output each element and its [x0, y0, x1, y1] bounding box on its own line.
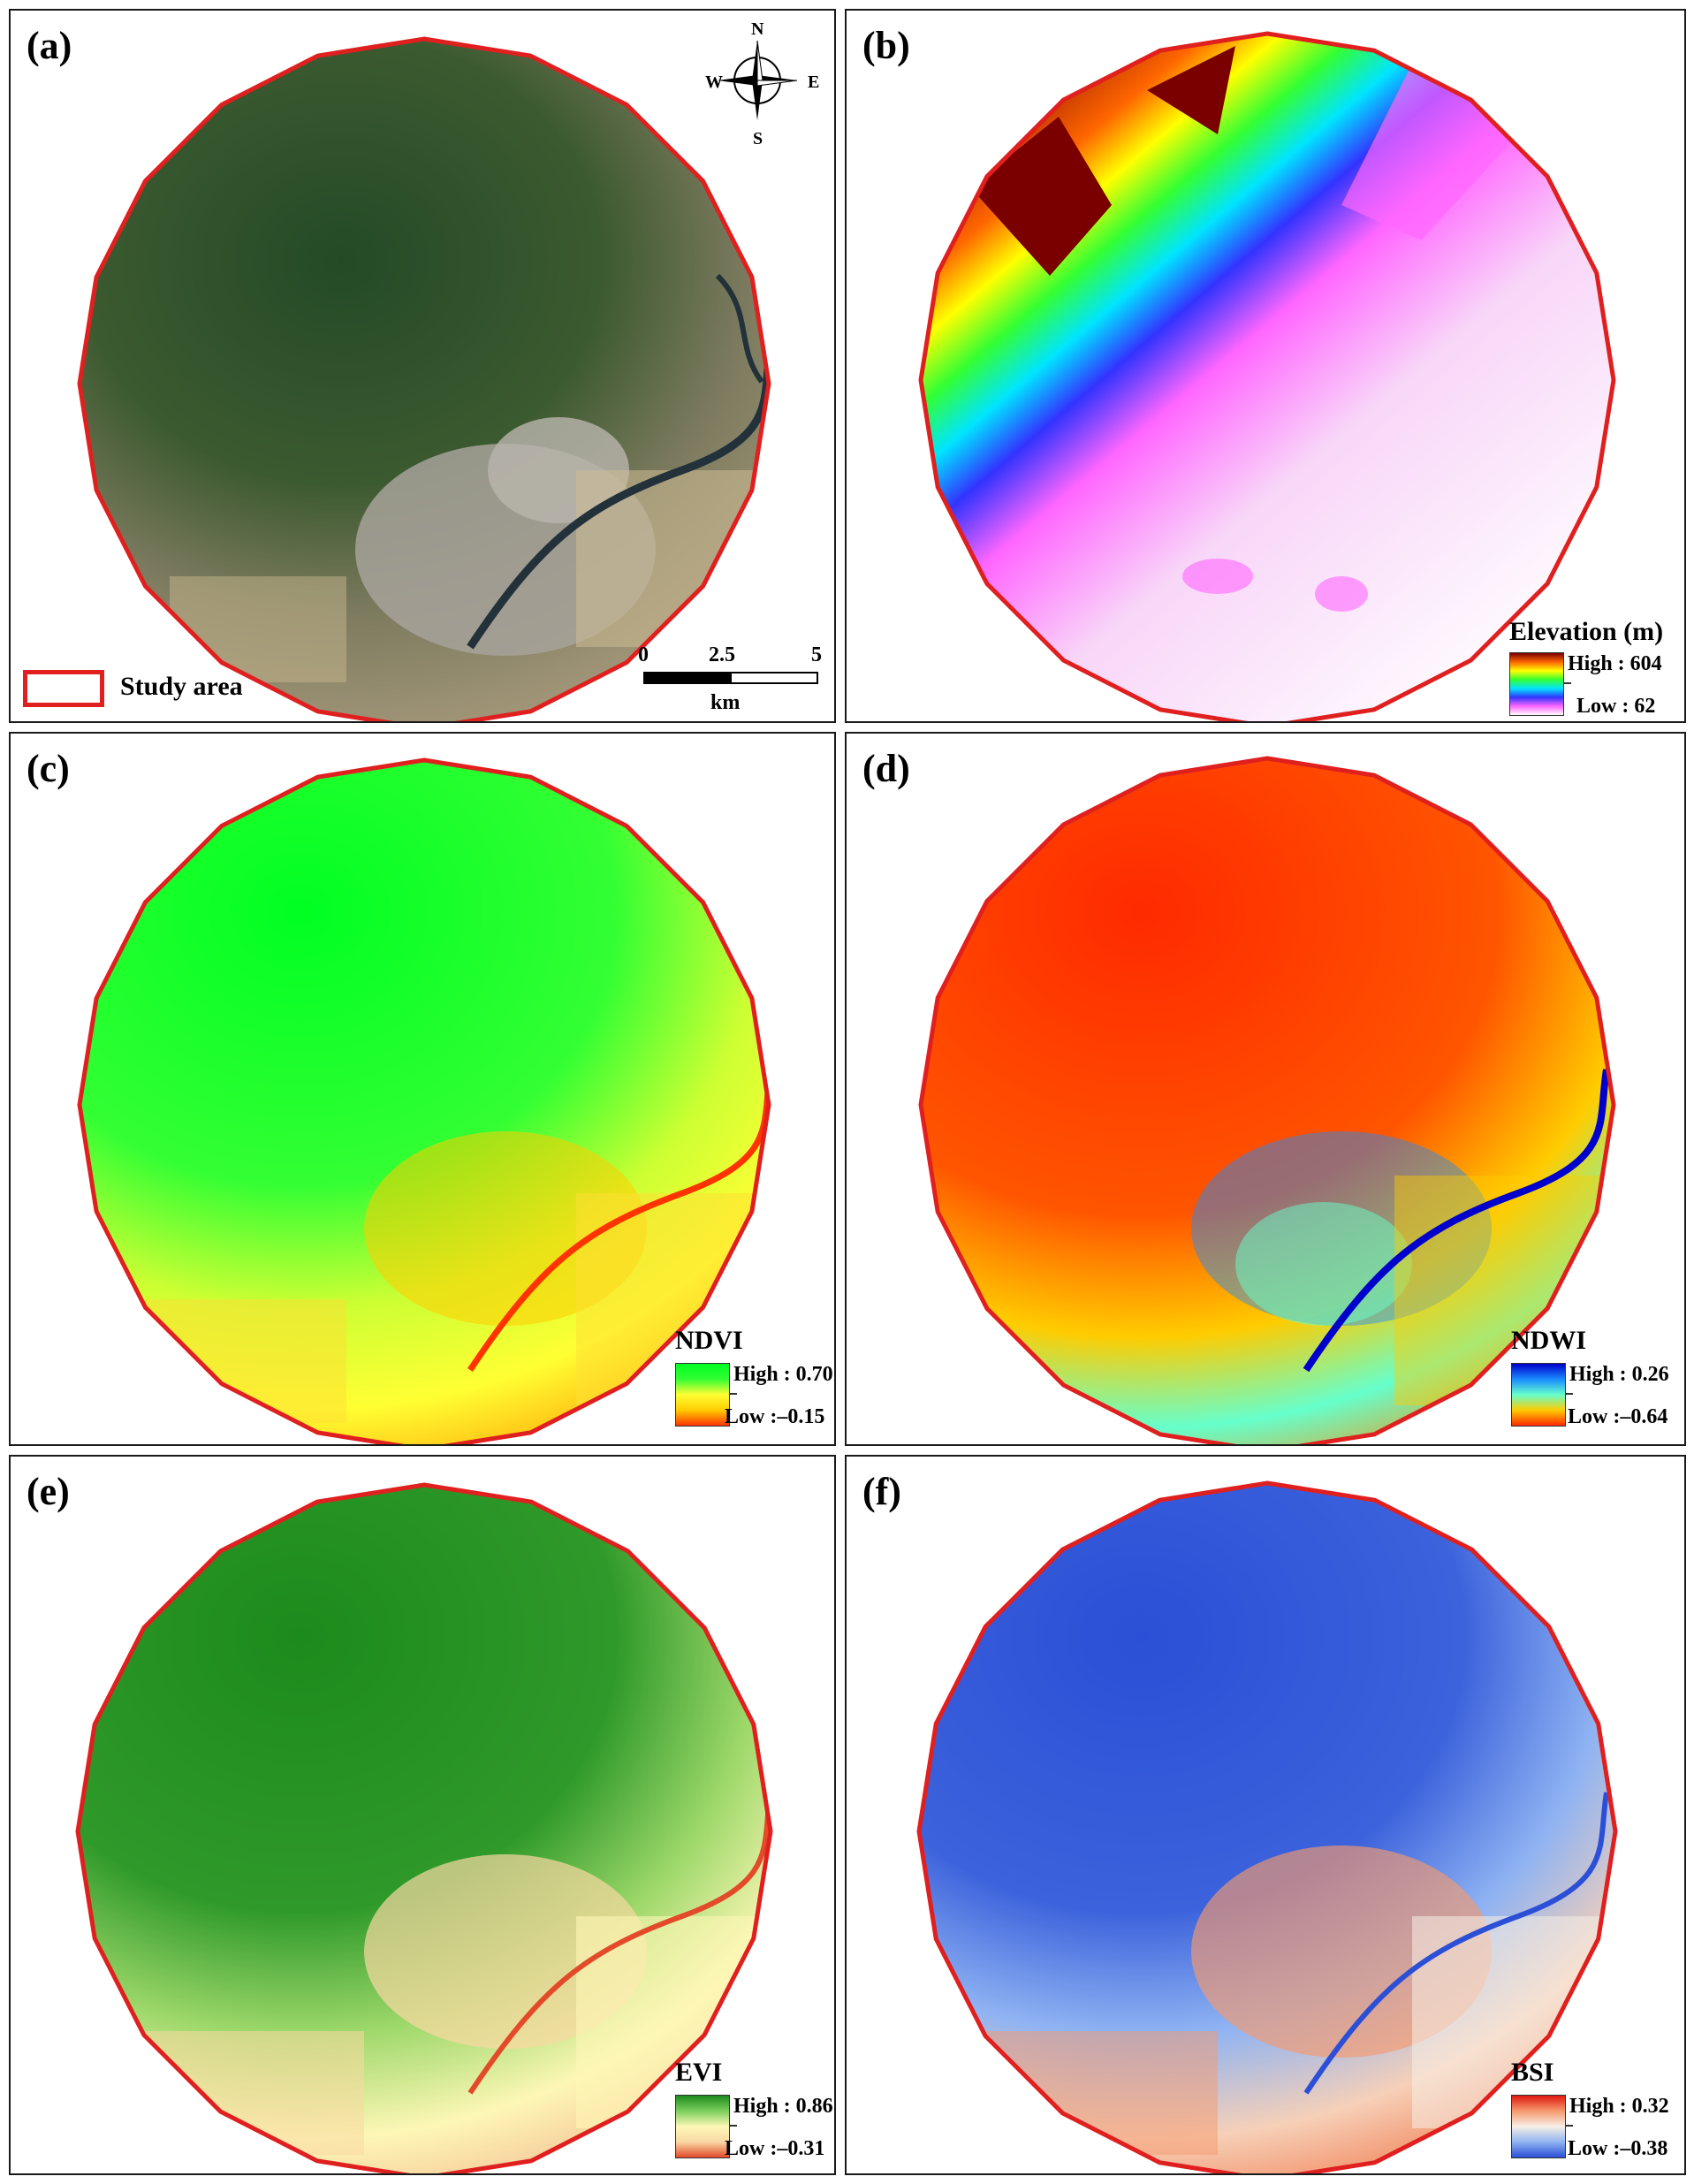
scale-tick-end: 5 — [811, 643, 822, 666]
compass-rose-icon — [718, 40, 798, 120]
legend-c-tick — [730, 1393, 737, 1395]
panel-c-ndvi: (c) NDVI High : 0.70 Low :–0.15 — [9, 732, 836, 1446]
panel-d-ndwi: (d) NDWI High : 0.26 Low :–0.64 — [845, 732, 1686, 1446]
panel-label-e: (e) — [27, 1470, 70, 1513]
panel-label-f: (f) — [862, 1470, 901, 1513]
legend-e-high: High : 0.86 — [733, 2095, 833, 2118]
panel-e-evi: (e) EVI High : 0.86 Low :–0.31 — [9, 1455, 836, 2175]
compass-w-label: W — [705, 72, 723, 92]
scale-tick-mid: 2.5 — [709, 643, 735, 666]
map-d-ndwi — [918, 756, 1616, 1444]
legend-d-ramp — [1511, 1363, 1566, 1427]
legend-b-high: High : 604 — [1568, 652, 1662, 675]
map-e-evi — [75, 1482, 773, 2173]
legend-c-ramp — [675, 1363, 730, 1427]
legend-e-low: Low :–0.31 — [725, 2137, 825, 2160]
legend-e-tick — [730, 2125, 737, 2127]
panel-label-d: (d) — [862, 747, 910, 790]
panel-a-satellite: (a) N S W E S — [9, 9, 836, 723]
legend-d-title: NDWI — [1511, 1326, 1587, 1355]
legend-b-low: Low : 62 — [1576, 695, 1656, 718]
legend-e-title: EVI — [675, 2058, 723, 2087]
legend-e-ramp — [675, 2095, 730, 2158]
panel-label-a: (a) — [27, 24, 72, 67]
legend-b-tick — [1564, 682, 1571, 684]
panel-b-elevation: (b) Elevation (m) — [845, 9, 1686, 723]
study-area-label: Study area — [120, 672, 243, 701]
map-b-elevation — [918, 31, 1616, 721]
study-area-swatch — [23, 670, 104, 707]
scale-bar-white — [730, 672, 818, 684]
compass-e-label: E — [808, 72, 820, 92]
map-f-bsi — [916, 1480, 1618, 2173]
compass-s-label: S — [753, 129, 763, 148]
legend-f-title: BSI — [1511, 2058, 1554, 2087]
panel-f-bsi: (f) BSI High : 0.32 Low :–0.38 — [845, 1455, 1686, 2175]
legend-b-ramp — [1509, 652, 1564, 716]
scale-bar-black — [643, 672, 732, 684]
map-c-ndvi — [77, 757, 771, 1444]
legend-d-tick — [1566, 1393, 1573, 1395]
legend-c-title: NDVI — [675, 1326, 743, 1355]
legend-f-ramp — [1511, 2095, 1566, 2158]
panel-label-c: (c) — [27, 747, 70, 790]
legend-d-low: Low :–0.64 — [1568, 1405, 1668, 1428]
map-a-satellite — [77, 36, 771, 721]
panel-label-b: (b) — [862, 24, 910, 67]
compass-n-label: N — [751, 19, 764, 39]
legend-d-high: High : 0.26 — [1569, 1363, 1669, 1386]
legend-f-tick — [1566, 2125, 1573, 2127]
legend-b-title: Elevation (m) — [1509, 617, 1664, 646]
scale-tick-0: 0 — [638, 643, 649, 666]
legend-c-low: Low :–0.15 — [725, 1405, 825, 1428]
legend-c-high: High : 0.70 — [733, 1363, 833, 1386]
legend-f-high: High : 0.32 — [1569, 2095, 1669, 2118]
scale-unit: km — [710, 691, 741, 714]
legend-f-low: Low :–0.38 — [1568, 2137, 1668, 2160]
